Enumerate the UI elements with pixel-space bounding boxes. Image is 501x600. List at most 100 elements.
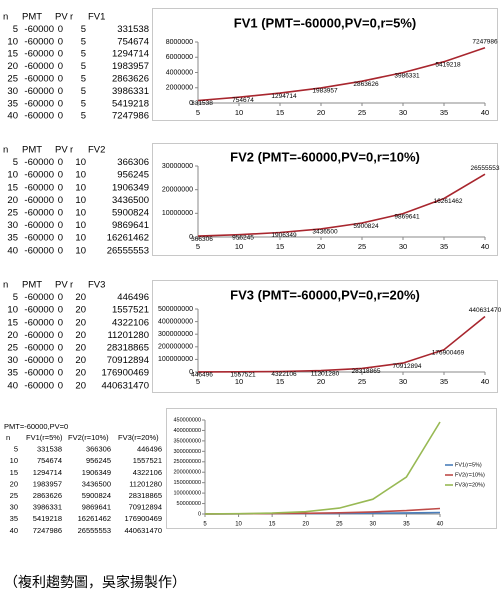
table-cell: 20 bbox=[75, 292, 86, 303]
y-tick-label: 0 bbox=[189, 100, 193, 107]
table-cell: 25 bbox=[7, 343, 18, 354]
y-tick-label: 0 bbox=[189, 369, 193, 376]
y-tick-label: 400000000 bbox=[158, 318, 193, 325]
table-cell: 40 bbox=[10, 526, 18, 535]
table-cell: 0 bbox=[58, 343, 63, 354]
chart-frame bbox=[152, 8, 498, 121]
table-cell: 0 bbox=[58, 317, 63, 328]
table-cell: 366306 bbox=[86, 445, 111, 454]
x-tick-label: 25 bbox=[358, 377, 366, 386]
data-label: 7247986 bbox=[472, 38, 498, 45]
legend-label: FV1(r=5%) bbox=[455, 462, 482, 468]
table-cell: 5 bbox=[13, 24, 18, 35]
x-tick-label: 30 bbox=[399, 108, 407, 117]
column-header: r bbox=[70, 145, 73, 156]
y-tick-label: 100000000 bbox=[173, 491, 201, 497]
data-label: 28318865 bbox=[352, 368, 381, 375]
table-cell: 20 bbox=[75, 330, 86, 341]
y-tick-label: 100000000 bbox=[158, 356, 193, 363]
table-cell: 5 bbox=[13, 157, 18, 168]
chart-frame bbox=[166, 408, 497, 529]
table-cell: 5900824 bbox=[82, 491, 111, 500]
series-line bbox=[204, 421, 441, 515]
table-cell: 11201280 bbox=[129, 479, 162, 488]
table-cell: 30 bbox=[7, 355, 18, 366]
table-cell: 1294714 bbox=[112, 49, 149, 60]
table-cell: 956245 bbox=[86, 456, 111, 465]
table-cell: 754674 bbox=[37, 456, 62, 465]
table-cell: 7247986 bbox=[33, 526, 62, 535]
y-tick-label: 500000000 bbox=[158, 306, 193, 313]
data-label: 2863626 bbox=[353, 81, 379, 88]
table-cell: 20 bbox=[75, 305, 86, 316]
chart-title: FV3 (PMT=-60000,PV=0,r=20%) bbox=[230, 287, 420, 302]
data-label: 3436500 bbox=[312, 229, 338, 236]
table-cell: 1983957 bbox=[33, 479, 62, 488]
table-cell: -60000 bbox=[24, 220, 54, 231]
table-cell: 0 bbox=[58, 355, 63, 366]
column-header: PMT bbox=[22, 280, 42, 291]
table-cell: 5 bbox=[81, 74, 86, 85]
table-cell: 2863626 bbox=[33, 491, 62, 500]
data-label: 11201280 bbox=[311, 370, 340, 377]
table-cell: 0 bbox=[58, 330, 63, 341]
table-cell: 0 bbox=[58, 380, 63, 391]
table-cell: 16261462 bbox=[107, 233, 149, 244]
y-tick-label: 0 bbox=[189, 234, 193, 241]
x-tick-label: 10 bbox=[235, 242, 243, 251]
table-cell: -60000 bbox=[24, 292, 54, 303]
table-cell: 1906349 bbox=[82, 468, 111, 477]
column-header: PV bbox=[55, 280, 68, 291]
table-cell: 0 bbox=[58, 86, 63, 97]
y-tick-label: 0 bbox=[198, 511, 201, 517]
x-tick-label: 40 bbox=[481, 377, 489, 386]
table-cell: 10 bbox=[75, 208, 86, 219]
table-cell: 176900469 bbox=[124, 514, 162, 523]
column-header: FV1(r=5%) bbox=[26, 433, 63, 442]
column-header: FV2(r=10%) bbox=[68, 433, 109, 442]
table-cell: 0 bbox=[58, 368, 63, 379]
table-cell: 5 bbox=[81, 24, 86, 35]
table-cell: 0 bbox=[58, 292, 63, 303]
table-cell: 25 bbox=[7, 208, 18, 219]
data-label: 4322106 bbox=[271, 371, 297, 378]
series-line bbox=[197, 315, 486, 373]
table-cell: -60000 bbox=[24, 74, 54, 85]
y-tick-label: 50000000 bbox=[177, 501, 201, 507]
table-cell: 20 bbox=[75, 368, 86, 379]
legend-label: FV2(r=10%) bbox=[455, 472, 485, 478]
table-cell: 4322106 bbox=[133, 468, 162, 477]
table-cell: 5 bbox=[81, 49, 86, 60]
table-cell: -60000 bbox=[24, 111, 54, 122]
table-cell: 20 bbox=[75, 355, 86, 366]
table-cell: 20 bbox=[10, 479, 18, 488]
table-cell: 16261462 bbox=[78, 514, 111, 523]
table-cell: 9869641 bbox=[82, 503, 111, 512]
table-cell: 0 bbox=[58, 61, 63, 72]
y-tick-label: 150000000 bbox=[173, 480, 201, 486]
table-cell: 7247986 bbox=[112, 111, 149, 122]
table-cell: 10 bbox=[75, 233, 86, 244]
column-header: PV bbox=[55, 145, 68, 156]
table-cell: 366306 bbox=[117, 157, 149, 168]
x-tick-label: 35 bbox=[440, 108, 448, 117]
column-header: FV3(r=20%) bbox=[118, 433, 159, 442]
x-tick-label: 40 bbox=[437, 522, 444, 528]
x-tick-label: 15 bbox=[276, 242, 284, 251]
x-tick-label: 20 bbox=[317, 108, 325, 117]
x-tick-label: 40 bbox=[481, 108, 489, 117]
x-tick-label: 10 bbox=[235, 108, 243, 117]
table-cell: 1557521 bbox=[133, 456, 162, 465]
data-label: 366306 bbox=[191, 236, 213, 243]
data-label: 176900469 bbox=[432, 349, 465, 356]
data-label: 16261462 bbox=[434, 198, 463, 205]
data-label: 70912894 bbox=[393, 363, 422, 370]
table-cell: 15 bbox=[10, 468, 18, 477]
column-header: n bbox=[3, 145, 8, 156]
table-cell: 440631470 bbox=[101, 380, 149, 391]
table-cell: 5 bbox=[14, 445, 18, 454]
table-cell: 0 bbox=[58, 208, 63, 219]
table-cell: 10 bbox=[75, 245, 86, 256]
table-cell: 0 bbox=[58, 170, 63, 181]
